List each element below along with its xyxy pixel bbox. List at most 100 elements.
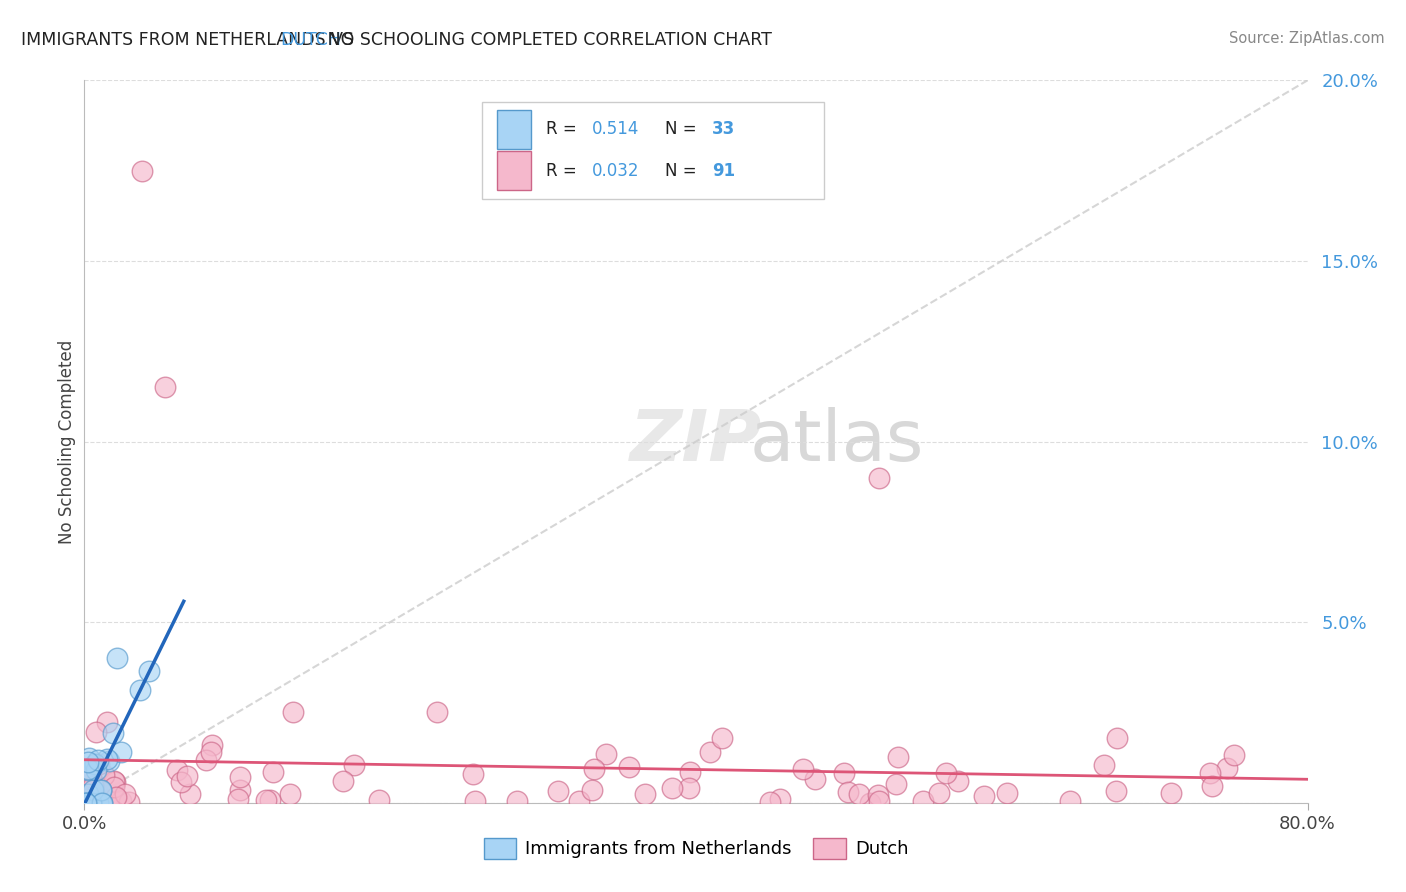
Text: 0.514: 0.514 [592,120,640,138]
Point [595,747,617,761]
Point [90,796,112,810]
Point [884,777,907,791]
Point [1222,748,1244,763]
Point [110,745,132,759]
Point [87,756,110,771]
Point [200,745,222,759]
Point [110,794,132,808]
Point [82,789,104,803]
Point [103,780,125,794]
Point [759,795,782,809]
Point [973,789,995,803]
Point [1105,731,1128,745]
Point [75,792,97,806]
Text: 33: 33 [711,120,735,138]
Point [96,793,118,807]
Point [118,795,141,809]
Text: Source: ZipAtlas.com: Source: ZipAtlas.com [1229,31,1385,46]
Point [634,788,657,802]
Point [104,774,127,789]
Point [80,796,103,810]
Point [103,773,125,788]
Text: NO SCHOOLING COMPLETED CORRELATION CHART: NO SCHOOLING COMPLETED CORRELATION CHART [322,31,772,49]
Point [679,765,702,780]
Point [75,796,97,810]
Point [97,754,120,768]
Point [76,796,98,810]
Point [76,756,98,770]
Point [176,769,198,783]
Point [678,780,700,795]
Point [114,788,136,802]
Point [96,752,118,766]
Point [77,787,100,801]
Point [195,753,218,767]
Point [105,789,128,804]
Point [368,793,391,807]
Point [179,787,201,801]
Point [280,787,302,801]
Point [89,794,111,808]
Point [869,471,891,485]
Text: IMMIGRANTS FROM NETHERLANDS VS: IMMIGRANTS FROM NETHERLANDS VS [21,31,360,49]
Point [832,765,855,780]
Point [1059,794,1081,808]
Text: 91: 91 [711,161,735,179]
Point [1199,765,1222,780]
Point [343,757,366,772]
Point [661,780,683,795]
Point [87,796,110,810]
Point [201,738,224,752]
Point [77,750,100,764]
Point [1215,760,1237,774]
Point [76,796,98,810]
Point [886,750,908,764]
Point [82,783,104,797]
Point [837,785,859,799]
Point [138,665,160,679]
Point [464,794,486,808]
Point [935,765,957,780]
Point [75,796,97,810]
Legend: Immigrants from Netherlands, Dutch: Immigrants from Netherlands, Dutch [477,830,915,866]
Point [86,780,108,794]
Point [226,792,249,806]
Point [948,774,970,789]
Point [259,793,281,807]
Point [90,784,112,798]
Point [254,793,277,807]
Point [80,761,103,775]
Point [86,779,108,793]
Point [711,731,734,745]
Point [79,796,101,810]
Point [547,784,569,798]
Point [75,791,97,805]
Point [568,794,591,808]
Point [104,790,127,805]
Point [155,380,177,394]
Point [332,774,354,789]
Point [77,762,100,776]
Point [463,767,485,781]
Point [699,745,721,759]
Text: N =: N = [665,120,702,138]
FancyBboxPatch shape [496,151,531,191]
Point [170,775,193,789]
FancyBboxPatch shape [496,110,531,149]
Point [90,796,112,810]
Point [83,756,105,771]
Point [84,763,107,777]
Text: R =: R = [546,161,582,179]
Point [128,683,150,698]
Point [617,760,640,774]
Point [90,783,112,797]
Text: R =: R = [546,120,582,138]
Point [82,780,104,794]
Point [101,726,124,740]
Text: 0.032: 0.032 [592,161,640,179]
Point [90,796,112,810]
Point [1160,786,1182,800]
Point [80,796,103,810]
Point [76,796,98,810]
Point [131,163,153,178]
